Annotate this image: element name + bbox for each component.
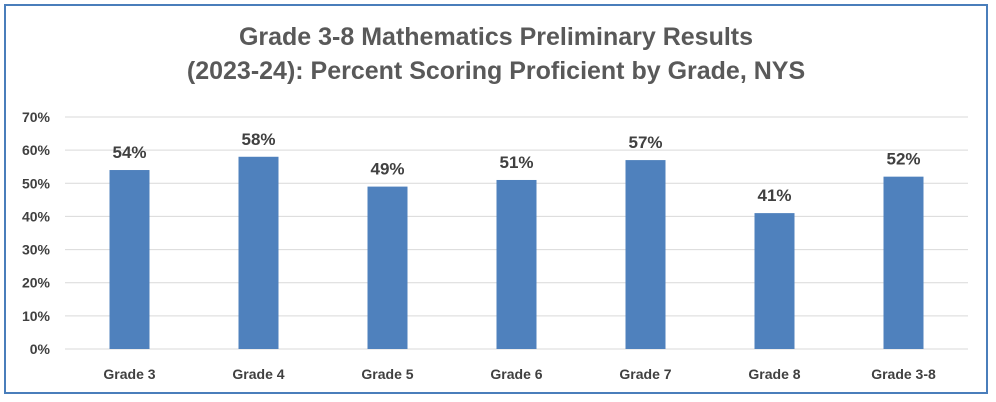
data-label: 54%	[112, 143, 146, 162]
y-tick-label: 60%	[22, 142, 51, 158]
chart-title-line-2: (2023-24): Percent Scoring Proficient by…	[186, 57, 806, 85]
y-axis-ticks: 0% 10% 20% 30% 40% 50% 60% 70%	[22, 109, 51, 357]
chart-title: Grade 3-8 Mathematics Preliminary Result…	[0, 20, 992, 88]
bar-grade-7	[625, 160, 666, 349]
bars	[109, 156, 924, 349]
x-tick-label: Grade 3	[103, 366, 155, 382]
data-label: 41%	[757, 186, 791, 205]
x-axis-ticks: Grade 3 Grade 4 Grade 5 Grade 6 Grade 7 Grade…	[103, 366, 936, 382]
y-tick-label: 10%	[22, 308, 51, 324]
x-tick-label: Grade 4	[232, 366, 284, 382]
data-labels: 54% 58% 49% 51% 57% 41% 52%	[112, 130, 920, 205]
chart-title-line-1: Grade 3-8 Mathematics Preliminary Result…	[238, 23, 754, 51]
bar-grade-6	[496, 179, 537, 349]
x-tick-label: Grade 8	[748, 366, 800, 382]
data-label: 52%	[886, 150, 920, 169]
y-tick-label: 20%	[22, 275, 51, 291]
chart-frame	[4, 4, 988, 394]
data-label: 49%	[370, 160, 404, 179]
bar-grade-5	[367, 186, 408, 349]
y-tick-label: 30%	[22, 242, 51, 258]
x-tick-label: Grade 5	[361, 366, 413, 382]
data-label: 51%	[499, 153, 533, 172]
data-label: 58%	[241, 130, 275, 149]
data-label: 57%	[628, 133, 662, 152]
y-tick-label: 40%	[22, 208, 51, 224]
x-tick-label: Grade 7	[619, 366, 671, 382]
y-tick-label: 70%	[22, 109, 51, 125]
y-tick-label: 50%	[22, 175, 51, 191]
bar-grade-3-8	[883, 176, 924, 349]
x-tick-label: Grade 6	[490, 366, 542, 382]
bar-grade-3	[109, 170, 150, 349]
bar-grade-8	[754, 213, 795, 349]
y-tick-label: 0%	[30, 341, 51, 357]
bar-grade-4	[238, 156, 279, 349]
x-tick-label: Grade 3-8	[871, 366, 936, 382]
